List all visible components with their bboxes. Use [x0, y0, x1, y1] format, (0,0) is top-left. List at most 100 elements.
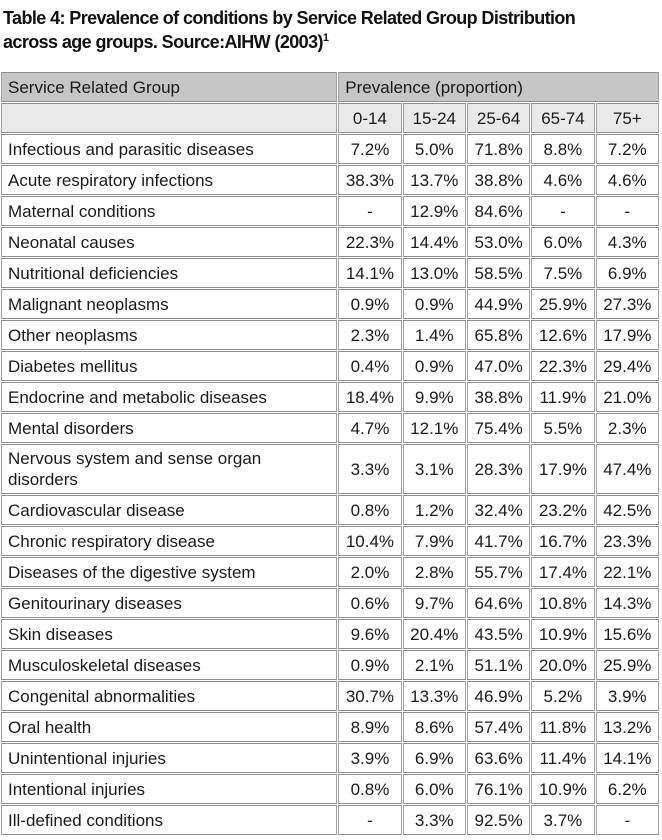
- row-label: Congenital abnormalities: [1, 681, 338, 711]
- value-cell: 64.6%: [466, 588, 531, 618]
- row-label: Diseases of the digestive system: [1, 557, 338, 587]
- value-cell: 55.7%: [466, 557, 531, 587]
- value-cell: 3.3%: [402, 805, 466, 835]
- value-cell: 75.4%: [466, 413, 531, 443]
- value-cell: 2.3%: [595, 413, 659, 443]
- value-cell: 11.4%: [531, 743, 595, 773]
- value-cell: 12.9%: [402, 196, 466, 226]
- value-cell: 8.6%: [402, 712, 466, 742]
- table-row: Endocrine and metabolic diseases 18.4% 9…: [1, 382, 659, 412]
- value-cell: 18.4%: [338, 382, 402, 412]
- value-cell: 2.8%: [402, 557, 466, 587]
- value-cell: 43.5%: [466, 619, 531, 649]
- value-cell: 3.7%: [531, 805, 595, 835]
- value-cell: -: [595, 805, 659, 835]
- subheader-empty-cell: [1, 103, 338, 133]
- value-cell: 3.9%: [338, 743, 402, 773]
- table-row: Malignant neoplasms 0.9% 0.9% 44.9% 25.9…: [1, 289, 659, 319]
- value-cell: 0.9%: [338, 289, 402, 319]
- value-cell: 2.0%: [338, 557, 402, 587]
- value-cell: 20.4%: [402, 619, 466, 649]
- table-row: Mental disorders 4.7% 12.1% 75.4% 5.5% 2…: [1, 413, 659, 443]
- value-cell: 16.7%: [531, 526, 595, 556]
- value-cell: 28.3%: [466, 444, 531, 494]
- value-cell: 0.8%: [338, 495, 402, 525]
- value-cell: 9.7%: [402, 588, 466, 618]
- value-cell: 4.6%: [531, 165, 595, 195]
- value-cell: 46.9%: [466, 681, 531, 711]
- value-cell: 63.6%: [466, 743, 531, 773]
- table-row: Maternal conditions - 12.9% 84.6% - -: [1, 196, 659, 226]
- table-row: Nervous system and sense organ disorders…: [1, 444, 659, 494]
- value-cell: 47.0%: [466, 351, 531, 381]
- prevalence-table: Service Related Group Prevalence (propor…: [0, 71, 660, 836]
- value-cell: 47.4%: [595, 444, 659, 494]
- column-header-age-15-24: 15-24: [402, 103, 466, 133]
- value-cell: 7.9%: [402, 526, 466, 556]
- value-cell: 76.1%: [466, 774, 531, 804]
- value-cell: 25.9%: [595, 650, 659, 680]
- value-cell: 17.9%: [595, 320, 659, 350]
- row-label: Cardiovascular disease: [1, 495, 338, 525]
- value-cell: 11.8%: [531, 712, 595, 742]
- value-cell: 9.9%: [402, 382, 466, 412]
- value-cell: 0.8%: [338, 774, 402, 804]
- value-cell: 1.4%: [402, 320, 466, 350]
- row-label: Chronic respiratory disease: [1, 526, 338, 556]
- value-cell: 2.3%: [338, 320, 402, 350]
- value-cell: 4.6%: [595, 165, 659, 195]
- value-cell: 84.6%: [466, 196, 531, 226]
- value-cell: 20.0%: [531, 650, 595, 680]
- value-cell: 13.2%: [595, 712, 659, 742]
- value-cell: 0.6%: [338, 588, 402, 618]
- value-cell: 65.8%: [466, 320, 531, 350]
- table-row: Intentional injuries 0.8% 6.0% 76.1% 10.…: [1, 774, 659, 804]
- table-row: Diabetes mellitus 0.4% 0.9% 47.0% 22.3% …: [1, 351, 659, 381]
- row-label: Nervous system and sense organ disorders: [1, 444, 338, 494]
- value-cell: 21.0%: [595, 382, 659, 412]
- value-cell: 6.0%: [531, 227, 595, 257]
- column-header-age-0-14: 0-14: [338, 103, 402, 133]
- value-cell: 10.8%: [531, 588, 595, 618]
- value-cell: 4.7%: [338, 413, 402, 443]
- value-cell: 32.4%: [466, 495, 531, 525]
- row-label: Infectious and parasitic diseases: [1, 134, 338, 164]
- value-cell: 17.4%: [531, 557, 595, 587]
- table-caption: Table 4: Prevalence of conditions by Ser…: [0, 0, 662, 54]
- value-cell: 7.5%: [531, 258, 595, 288]
- value-cell: 0.4%: [338, 351, 402, 381]
- row-label: Maternal conditions: [1, 196, 338, 226]
- value-cell: 4.3%: [595, 227, 659, 257]
- table-row: Infectious and parasitic diseases 7.2% 5…: [1, 134, 659, 164]
- column-header-age-65-74: 65-74: [531, 103, 595, 133]
- header-row-group: Service Related Group Prevalence (propor…: [1, 72, 659, 102]
- value-cell: 13.7%: [402, 165, 466, 195]
- row-label: Other neoplasms: [1, 320, 338, 350]
- table-row: Genitourinary diseases 0.6% 9.7% 64.6% 1…: [1, 588, 659, 618]
- value-cell: 0.9%: [402, 289, 466, 319]
- value-cell: 12.1%: [402, 413, 466, 443]
- value-cell: 5.2%: [531, 681, 595, 711]
- value-cell: 30.7%: [338, 681, 402, 711]
- value-cell: 14.3%: [595, 588, 659, 618]
- value-cell: 71.8%: [466, 134, 531, 164]
- value-cell: 2.1%: [402, 650, 466, 680]
- value-cell: 8.8%: [531, 134, 595, 164]
- value-cell: 22.3%: [531, 351, 595, 381]
- row-label: Oral health: [1, 712, 338, 742]
- value-cell: 14.1%: [338, 258, 402, 288]
- row-label: Nutritional deficiencies: [1, 258, 338, 288]
- table-row: Chronic respiratory disease 10.4% 7.9% 4…: [1, 526, 659, 556]
- value-cell: 57.4%: [466, 712, 531, 742]
- value-cell: 7.2%: [595, 134, 659, 164]
- row-label: Skin diseases: [1, 619, 338, 649]
- value-cell: -: [338, 805, 402, 835]
- table-row: Congenital abnormalities 30.7% 13.3% 46.…: [1, 681, 659, 711]
- row-label: Acute respiratory infections: [1, 165, 338, 195]
- value-cell: 3.1%: [402, 444, 466, 494]
- value-cell: 13.0%: [402, 258, 466, 288]
- table-row: Neonatal causes 22.3% 14.4% 53.0% 6.0% 4…: [1, 227, 659, 257]
- row-label: Ill-defined conditions: [1, 805, 338, 835]
- value-cell: 10.4%: [338, 526, 402, 556]
- value-cell: 38.8%: [466, 165, 531, 195]
